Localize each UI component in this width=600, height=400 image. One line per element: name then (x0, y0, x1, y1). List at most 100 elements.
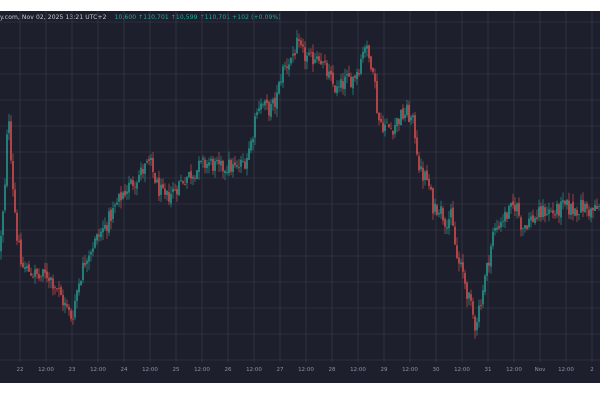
candle-body (452, 207, 454, 226)
candle-body (402, 108, 404, 119)
candle-body (360, 58, 362, 74)
candle-body (520, 217, 522, 230)
candle-body (344, 76, 346, 90)
candle-body (216, 160, 218, 162)
candle-body (0, 235, 2, 252)
candle-body (226, 171, 228, 173)
candle-body (72, 318, 74, 320)
candle-body (588, 209, 590, 216)
candle-body (434, 203, 436, 212)
candle-body (80, 280, 82, 285)
candle-body (388, 124, 390, 128)
candle-body (162, 184, 164, 189)
candle-body (386, 122, 388, 124)
candle-body (518, 203, 520, 216)
candle-body (462, 262, 464, 272)
candle-body (296, 37, 298, 54)
candle-body (178, 181, 180, 196)
candle-body (302, 44, 304, 47)
candle-body (446, 227, 448, 229)
candle-body (550, 210, 552, 212)
x-tick-label: 23 (69, 367, 76, 373)
candle-body (10, 121, 12, 161)
candle-body (114, 205, 116, 207)
candle-body (546, 213, 548, 216)
candle-body (426, 170, 428, 181)
candle-body (442, 208, 444, 221)
x-tick-label: 30 (433, 367, 440, 373)
candle-body (540, 206, 542, 218)
candle-body (310, 52, 312, 54)
candle-body (464, 272, 466, 284)
candle-body (352, 76, 354, 89)
candle-body (440, 206, 442, 214)
candle-body (242, 161, 244, 163)
candle-body (400, 109, 402, 126)
candle-body (174, 189, 176, 191)
candle-body (322, 61, 324, 63)
candle-body (390, 128, 392, 130)
candle-body (332, 72, 334, 84)
x-tick-label: 12:00 (558, 367, 574, 373)
candle-body (142, 169, 144, 174)
candle-body (438, 212, 440, 215)
candle-body (574, 208, 576, 216)
candle-body (136, 182, 138, 189)
candle-body (192, 176, 194, 179)
candle-body (476, 321, 478, 331)
candle-body (498, 225, 500, 229)
candle-body (594, 205, 596, 212)
candle-body (148, 159, 150, 161)
candle-body (266, 99, 268, 103)
candle-body (128, 182, 130, 193)
candle-body (224, 170, 226, 174)
candle-body (262, 104, 264, 106)
candle-body (206, 163, 208, 169)
candle-body (22, 262, 24, 268)
candle-body (570, 203, 572, 216)
candle-body (356, 72, 358, 80)
candle-body (120, 192, 122, 201)
candle-body (48, 277, 50, 281)
candle-body (34, 269, 36, 277)
candle-body (100, 231, 102, 238)
top-bar (0, 0, 600, 11)
candle-body (468, 292, 470, 299)
candle-body (350, 76, 352, 88)
candle-body (188, 171, 190, 178)
candle-body (204, 159, 206, 168)
candle-body (20, 239, 22, 265)
candle-body (236, 165, 238, 167)
candle-body (576, 210, 578, 216)
x-tick-label: 22 (17, 367, 24, 373)
candle-body (312, 52, 314, 65)
candle-body (190, 171, 192, 179)
candle-body (416, 137, 418, 155)
candle-body (492, 231, 494, 247)
candle-body (256, 112, 258, 116)
candle-body (512, 201, 514, 206)
candle-body (26, 266, 28, 269)
candle-body (16, 212, 18, 241)
candle-body (146, 160, 148, 163)
candle-body (372, 67, 374, 72)
x-tick-label: 26 (225, 367, 232, 373)
candle-body (454, 226, 456, 245)
candle-body (500, 222, 502, 228)
x-tick-label: 12:00 (142, 367, 158, 373)
chart-area[interactable] (0, 11, 600, 383)
candle-body (316, 56, 318, 60)
candle-body (414, 115, 416, 139)
candle-body (200, 160, 202, 162)
candle-body (598, 206, 600, 208)
x-tick-label: 31 (485, 367, 492, 373)
candle-body (12, 161, 14, 190)
candle-body (298, 39, 300, 42)
candle-body (102, 228, 104, 233)
x-tick-label: 2 (590, 367, 594, 373)
candle-body (300, 40, 302, 46)
candle-body (340, 79, 342, 88)
candle-body (480, 305, 482, 307)
candle-body (8, 121, 10, 134)
